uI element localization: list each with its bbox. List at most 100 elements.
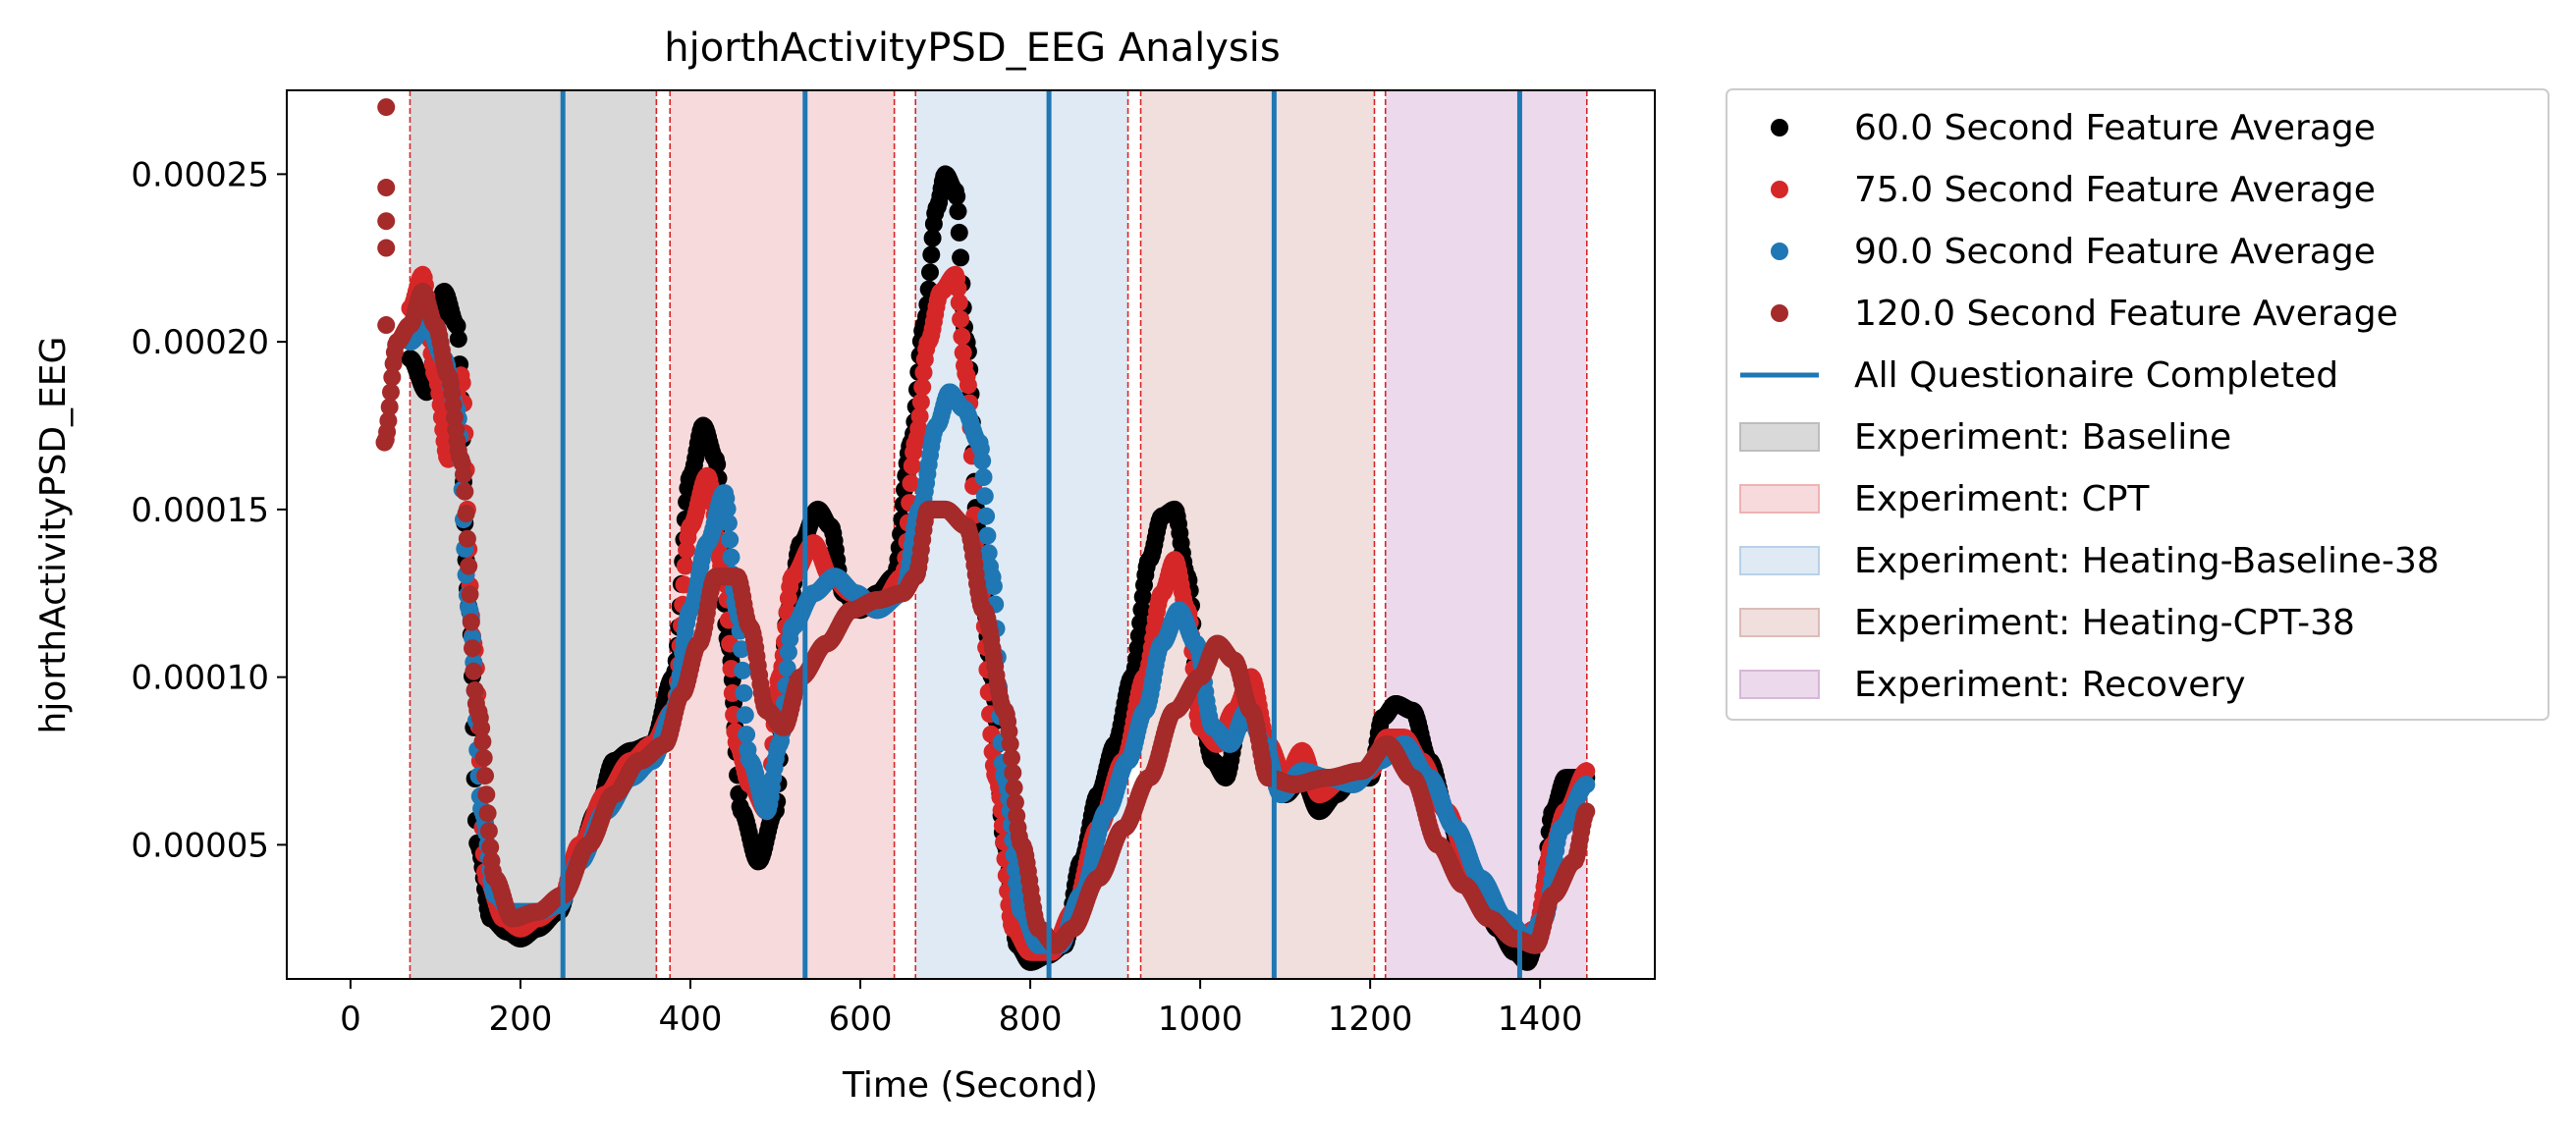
- x-tick-label: 1400: [1498, 1000, 1583, 1039]
- data-point: [1129, 626, 1148, 645]
- data-point: [1003, 748, 1020, 767]
- series-4: [375, 282, 1596, 954]
- x-axis: 0 200 400 600 800 1000 1200 1400: [340, 979, 1582, 1039]
- data-point: [1577, 762, 1596, 781]
- data-point: [466, 681, 484, 699]
- chart-title: hjorthActivityPSD_EEG Analysis: [664, 26, 1280, 71]
- data-point: [1004, 764, 1022, 782]
- data-point: [479, 822, 498, 840]
- legend-marker: [1771, 181, 1788, 198]
- data-point: [1577, 776, 1596, 793]
- data-point: [477, 785, 496, 804]
- legend-label: Experiment: Baseline: [1854, 417, 2231, 458]
- data-point: [778, 659, 796, 677]
- series-layer: [375, 98, 1596, 971]
- data-point: [975, 487, 994, 506]
- data-point: [379, 411, 398, 430]
- data-point: [462, 613, 480, 631]
- data-point: [458, 529, 476, 548]
- data-point: [952, 310, 970, 329]
- legend-item: Experiment: CPT: [1739, 479, 2150, 519]
- data-point: [977, 507, 996, 525]
- legend-item: Experiment: Heating-Baseline-38: [1739, 541, 2439, 581]
- data-point: [464, 639, 481, 658]
- data-point: [1131, 614, 1150, 632]
- y-tick-label: 0.00020: [131, 323, 269, 362]
- y-tick-label: 0.00010: [131, 659, 269, 698]
- legend-item: Experiment: Heating-CPT-38: [1739, 603, 2355, 643]
- data-point: [718, 500, 737, 518]
- data-point: [732, 640, 750, 659]
- x-tick-label: 200: [488, 1000, 552, 1039]
- data-point: [719, 514, 738, 532]
- x-tick-label: 0: [340, 1000, 361, 1039]
- data-point: [478, 804, 497, 823]
- x-tick-label: 1000: [1158, 1000, 1243, 1039]
- data-point: [380, 398, 399, 416]
- y-axis: 0.00005 0.00010 0.00015 0.00020 0.00025: [131, 155, 287, 865]
- data-point: [473, 732, 492, 751]
- data-point: [984, 577, 1003, 596]
- data-point: [449, 330, 467, 349]
- legend-label: Experiment: CPT: [1854, 479, 2150, 519]
- experiment-region-1: [410, 90, 657, 979]
- legend-patch: [1739, 608, 1820, 637]
- data-point: [738, 726, 756, 744]
- data-point: [377, 179, 396, 197]
- data-point: [457, 505, 475, 522]
- legend-patch: [1739, 484, 1820, 514]
- data-point: [954, 344, 972, 362]
- data-point: [676, 557, 694, 575]
- data-point: [948, 188, 966, 206]
- data-point: [461, 585, 479, 604]
- legend-label: Experiment: Heating-CPT-38: [1854, 603, 2355, 643]
- data-point: [736, 706, 754, 725]
- data-point: [974, 468, 993, 486]
- data-point: [735, 683, 753, 702]
- x-tick-label: 400: [659, 1000, 723, 1039]
- data-point: [949, 202, 967, 221]
- data-point: [921, 263, 939, 282]
- data-point: [460, 557, 478, 575]
- data-point: [708, 455, 727, 473]
- data-point: [476, 767, 494, 785]
- y-tick-label: 0.00025: [131, 155, 269, 194]
- data-point: [922, 245, 941, 264]
- x-tick-label: 800: [999, 1000, 1063, 1039]
- plot-frame: [286, 89, 1656, 980]
- data-point: [952, 248, 970, 267]
- legend-item: 120.0 Second Feature Average: [1771, 294, 2398, 334]
- data-point: [377, 212, 396, 231]
- data-point: [923, 229, 942, 247]
- data-point: [973, 452, 992, 470]
- legend-patch: [1739, 546, 1820, 575]
- data-point: [448, 317, 466, 335]
- legend-label: 75.0 Second Feature Average: [1854, 170, 2376, 210]
- data-point: [913, 378, 932, 397]
- legend-item: 75.0 Second Feature Average: [1771, 170, 2376, 210]
- data-point: [979, 544, 998, 563]
- y-tick-label: 0.00005: [131, 826, 269, 865]
- data-point: [465, 662, 483, 680]
- data-point: [1005, 779, 1023, 797]
- legend-marker: [1771, 304, 1788, 322]
- data-point: [734, 661, 752, 679]
- legend-patch: [1739, 670, 1820, 699]
- data-point: [383, 368, 402, 387]
- data-point: [903, 457, 921, 475]
- data-point: [910, 407, 929, 425]
- data-point: [1006, 793, 1024, 812]
- data-point: [902, 474, 920, 493]
- data-point: [377, 316, 396, 335]
- legend-label: All Questionaire Completed: [1854, 355, 2338, 396]
- data-point: [472, 719, 491, 737]
- data-point: [456, 482, 474, 501]
- plot-area: [286, 89, 1656, 980]
- legend-item: All Questionaire Completed: [1740, 355, 2338, 396]
- data-point: [950, 223, 968, 242]
- legend-item: 60.0 Second Feature Average: [1771, 108, 2376, 148]
- data-point: [978, 526, 997, 545]
- data-point: [474, 748, 493, 767]
- data-point: [377, 239, 396, 257]
